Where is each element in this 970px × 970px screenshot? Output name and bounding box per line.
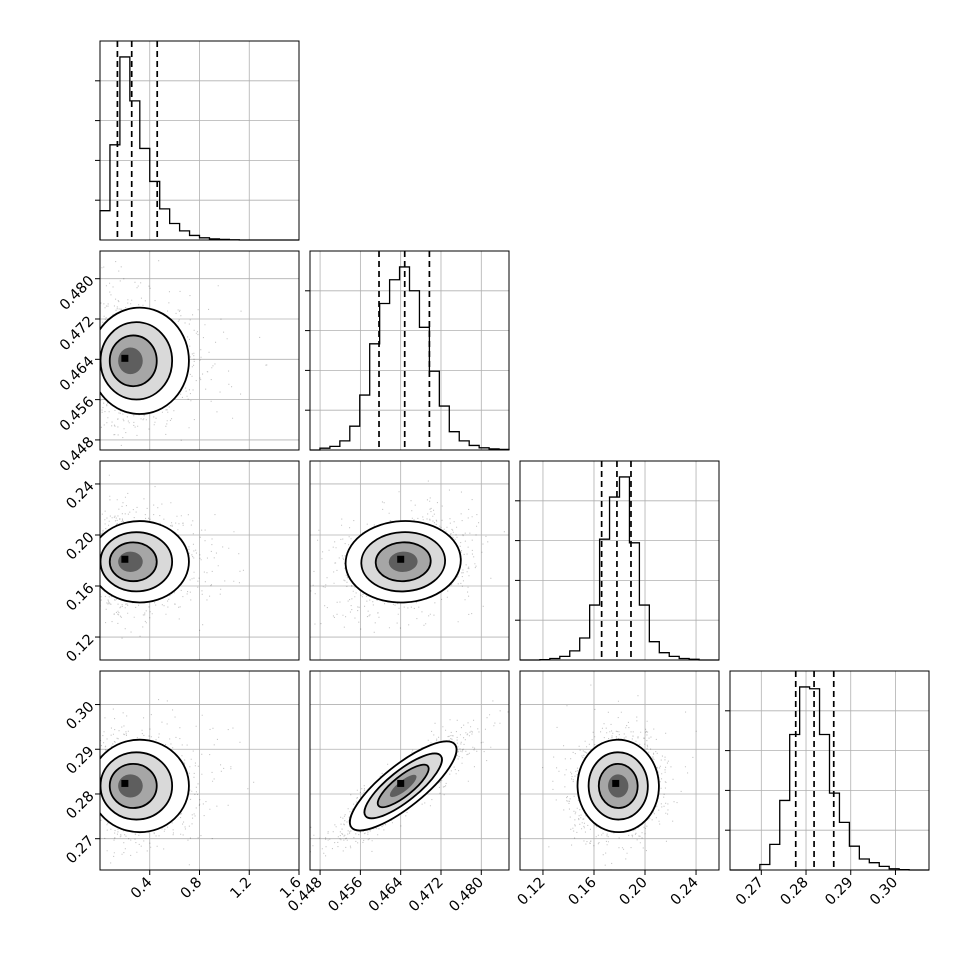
density-contour — [376, 763, 430, 809]
x-tick-label: 0.472 — [406, 875, 447, 916]
y-tick-label: 0.456 — [57, 394, 98, 435]
y-tick-label: 0.464 — [57, 354, 98, 395]
hist-panel-0 — [95, 40, 300, 241]
scatter-panel-1-3 — [309, 670, 510, 871]
y-tick-label: 0.480 — [57, 273, 98, 314]
x-axis-2: 0.12 0.16 0.20 0.24 — [515, 870, 702, 909]
density-fill — [118, 347, 143, 375]
density-contour — [587, 751, 649, 821]
density-contour — [108, 541, 158, 583]
hist-panel-1 — [305, 250, 510, 451]
density-contour — [363, 752, 443, 820]
y-tick-label: 0.472 — [57, 313, 98, 354]
density-peak — [121, 354, 129, 362]
panel-frame — [309, 250, 510, 451]
density-peak — [121, 555, 129, 563]
histogram-step — [730, 686, 929, 871]
x-tick-label: 0.27 — [733, 875, 767, 909]
scatter-panel-1-2 — [309, 460, 510, 661]
density-contour — [108, 334, 158, 388]
x-tick-label: 0.12 — [515, 875, 549, 909]
scatter-panel-0-2: 0.12 0.16 0.20 0.24 — [64, 460, 300, 666]
x-tick-label: 0.28 — [778, 875, 812, 909]
panel-frame — [99, 250, 300, 451]
density-peak — [397, 779, 405, 787]
density-contour — [344, 520, 462, 604]
density-contour — [360, 531, 446, 593]
panel-content — [100, 461, 299, 660]
hist-panel-2 — [515, 460, 720, 661]
density-contour — [348, 740, 458, 832]
x-tick-label: 0.20 — [617, 875, 651, 909]
x-tick-label: 0.4 — [128, 875, 156, 903]
density-contour — [374, 541, 432, 583]
x-tick-label: 0.8 — [178, 875, 206, 903]
x-axis-3: 0.27 0.28 0.29 0.30 — [733, 870, 901, 909]
panel-frame — [729, 670, 930, 871]
panel-frame — [519, 460, 720, 661]
panel-content — [100, 251, 299, 450]
x-tick-label: 0.30 — [867, 875, 901, 909]
y-tick-label: 0.28 — [64, 788, 98, 822]
density-peak — [121, 779, 129, 787]
scatter-panel-0-3: 0.27 0.28 0.29 0.30 — [64, 670, 300, 871]
density-contour — [100, 520, 190, 604]
density-contour — [597, 762, 639, 809]
x-tick-label: 0.24 — [668, 875, 702, 909]
scatter-panel-2-3 — [519, 670, 720, 871]
y-tick-label: 0.29 — [64, 744, 98, 778]
x-tick-label: 0.29 — [822, 875, 856, 909]
panel-frame — [99, 40, 300, 241]
y-tick-label: 0.20 — [64, 529, 98, 563]
panel-frame — [309, 670, 510, 871]
density-peak — [397, 555, 405, 563]
x-tick-label: 1.2 — [227, 875, 255, 903]
density-contour — [100, 738, 190, 834]
density-contour — [100, 306, 190, 415]
y-tick-label: 0.24 — [64, 478, 98, 512]
x-tick-label: 0.456 — [326, 875, 367, 916]
density-contour — [576, 738, 660, 834]
panel-content — [310, 461, 509, 660]
histogram-step — [520, 476, 719, 661]
panel-frame — [99, 460, 300, 661]
y-tick-label: 0.12 — [64, 631, 98, 665]
density-contour — [108, 762, 158, 809]
y-tick-label: 0.27 — [64, 833, 98, 867]
histogram-step — [310, 266, 510, 451]
x-axis-1: 0.448 0.456 0.464 0.472 0.480 — [285, 870, 487, 915]
y-tick-label: 0.30 — [64, 699, 98, 733]
hist-panel-3 — [725, 670, 930, 871]
panel-content — [520, 671, 719, 870]
x-tick-label: 0.16 — [566, 875, 600, 909]
panel-frame — [519, 670, 720, 871]
y-tick-label: 0.16 — [64, 580, 98, 614]
panel-frame — [309, 460, 510, 661]
x-tick-label: 0.464 — [366, 875, 407, 916]
y-tick-label: 0.448 — [57, 434, 98, 475]
panel-content — [310, 671, 509, 870]
density-peak — [612, 779, 620, 787]
x-tick-label: 0.480 — [446, 875, 487, 916]
x-axis-0: 0.4 0.8 1.2 1.6 — [128, 870, 305, 902]
